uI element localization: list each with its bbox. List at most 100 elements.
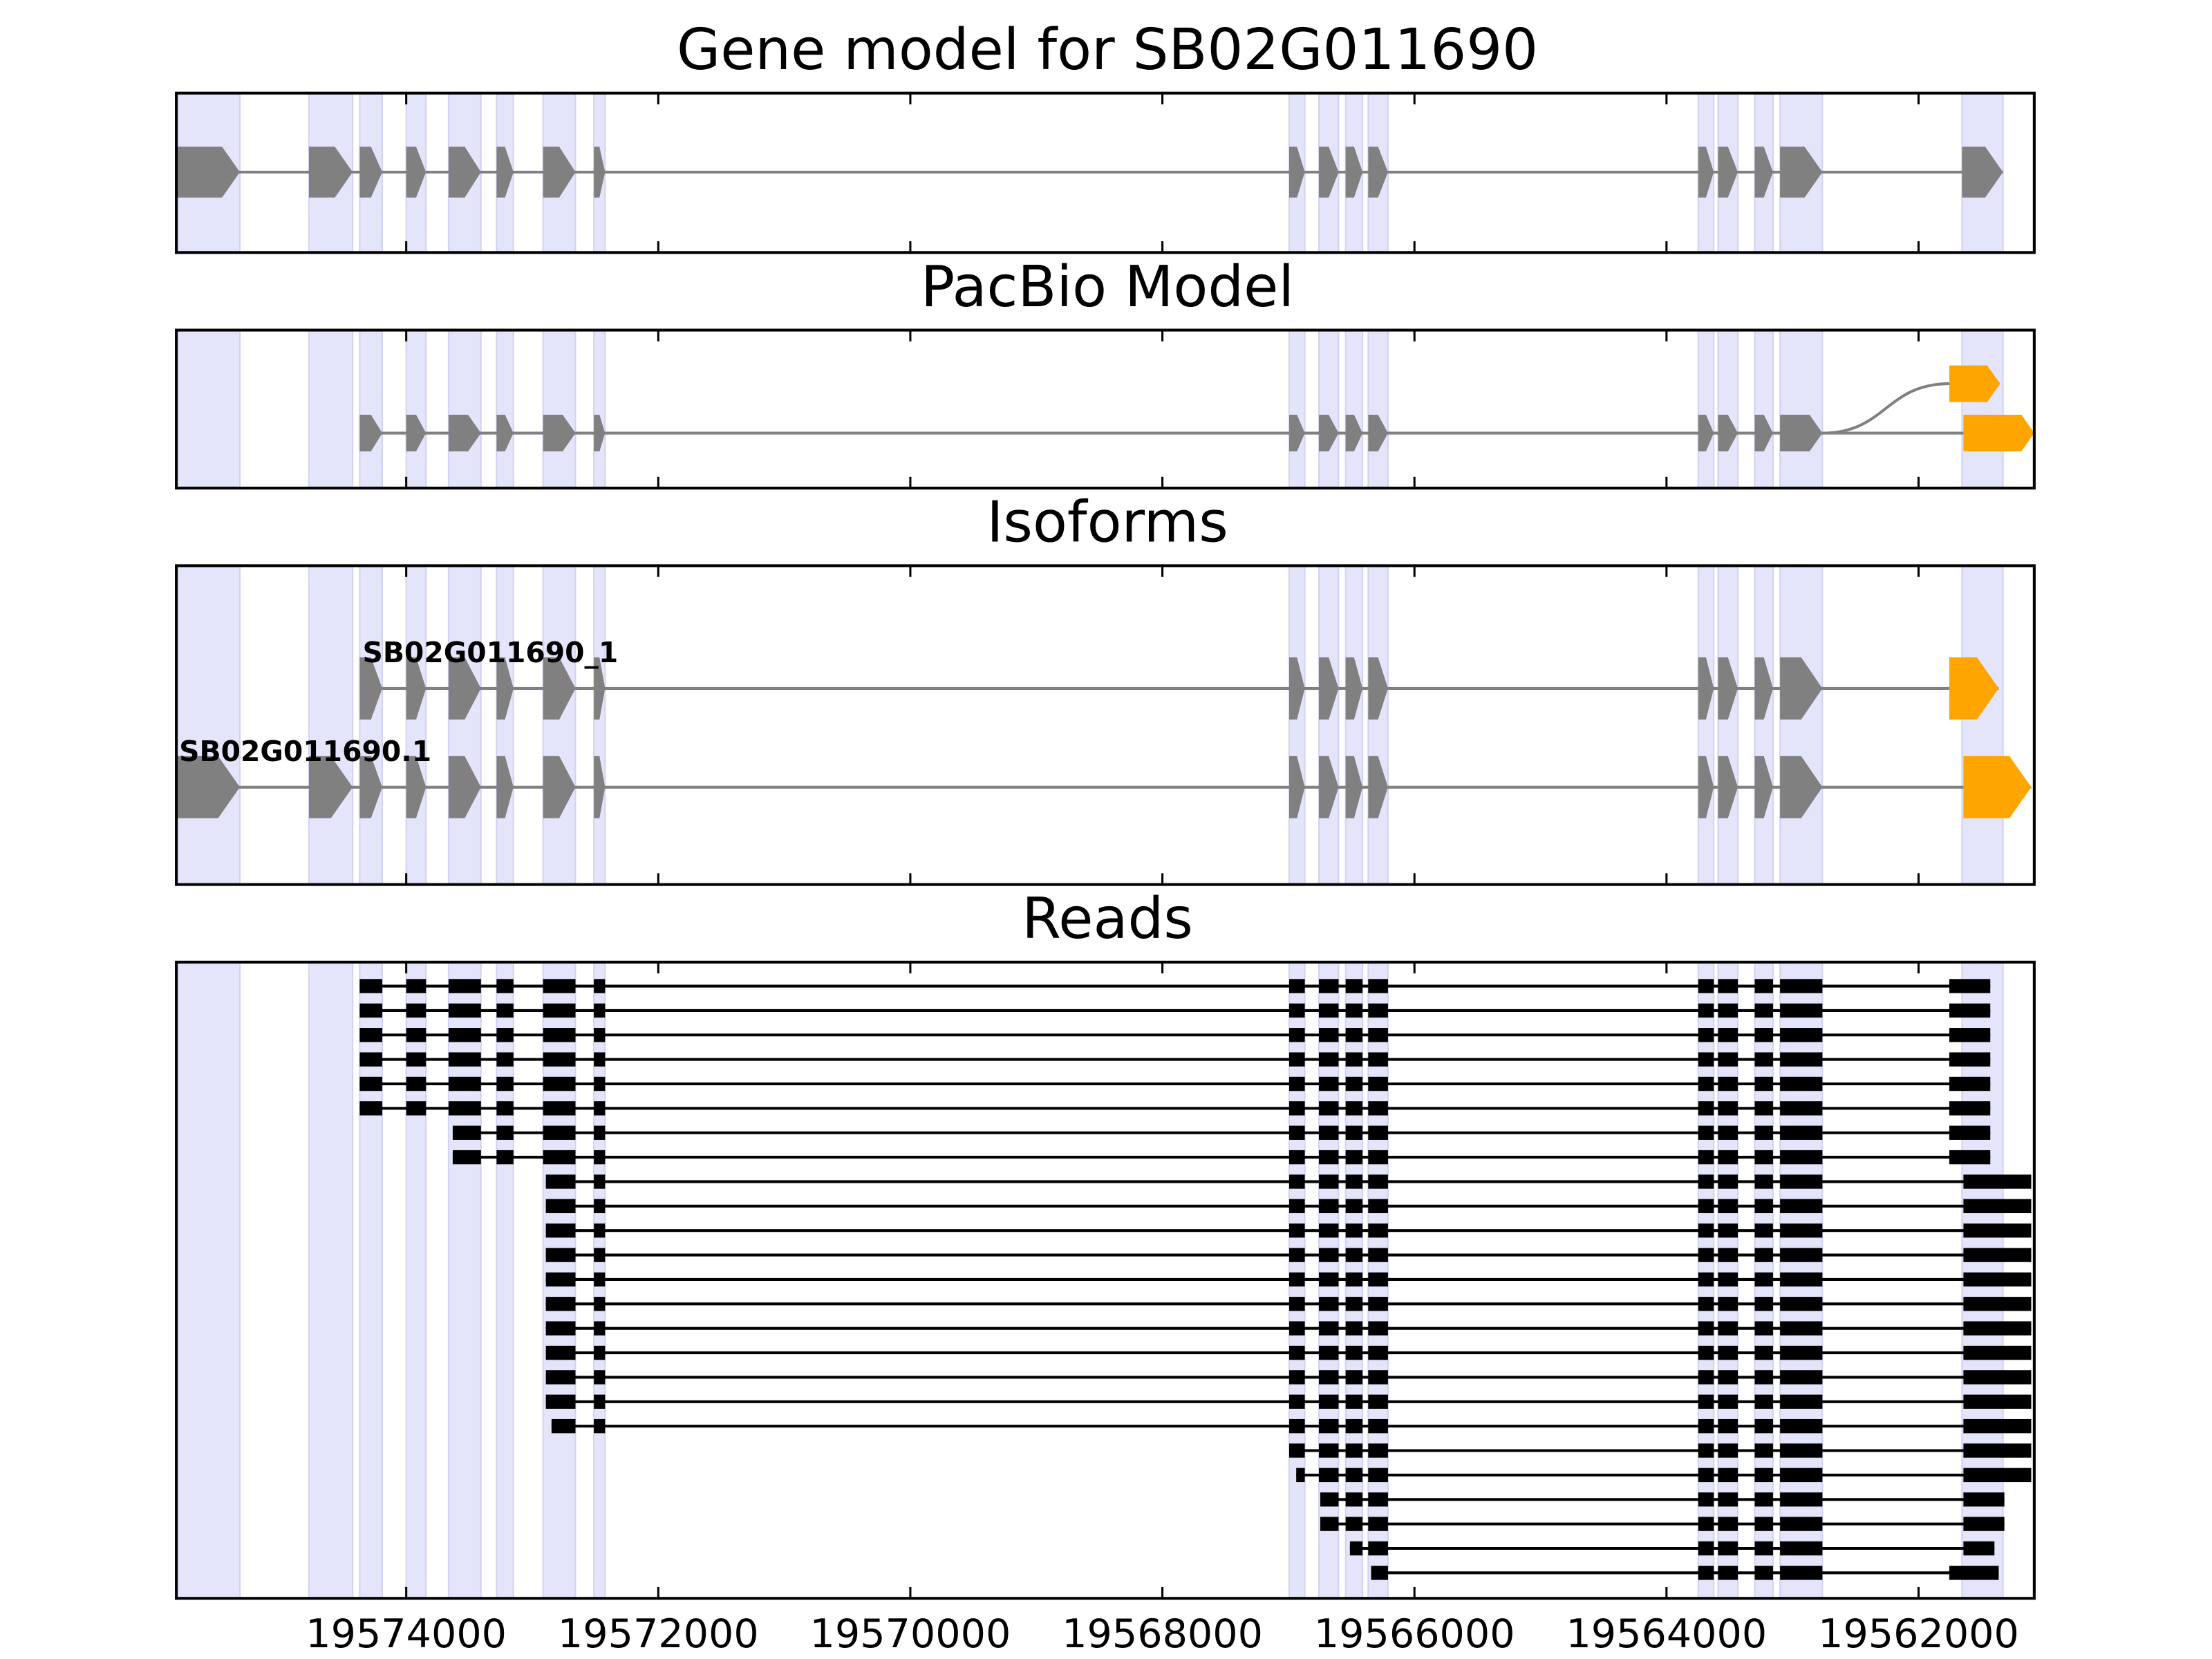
read-block — [1754, 1541, 1773, 1556]
read-block — [1780, 1028, 1823, 1042]
splice-curve — [1822, 382, 1949, 435]
read-block — [1698, 1517, 1714, 1531]
read-block — [543, 979, 576, 993]
read-block — [1949, 1052, 1991, 1067]
x-tick-label: 19572000 — [558, 1611, 759, 1657]
read-block — [1345, 1394, 1363, 1409]
exon — [1963, 756, 2032, 818]
read-block — [1718, 1517, 1738, 1531]
read-block — [1698, 1297, 1714, 1311]
exon — [406, 756, 427, 818]
exon — [359, 756, 383, 818]
read-block — [1320, 1492, 1339, 1507]
read-block — [1754, 1224, 1773, 1238]
panel-title: Reads — [1022, 886, 1193, 952]
read-block — [1718, 1321, 1738, 1335]
read-block — [496, 1003, 514, 1018]
read-block — [1368, 1248, 1388, 1262]
read-block — [1718, 1468, 1738, 1483]
read-block — [1345, 1150, 1363, 1165]
read-block — [1698, 1150, 1714, 1165]
read-block — [1345, 1345, 1363, 1360]
read-block — [594, 1028, 606, 1042]
read-block — [1345, 1224, 1363, 1238]
read-block — [1345, 1101, 1363, 1116]
read-block — [1949, 1566, 1999, 1580]
exon-shade — [1717, 565, 1739, 885]
read-block — [594, 1345, 606, 1360]
read-block — [1780, 1418, 1823, 1434]
exon-shade — [496, 961, 514, 1600]
exon — [1963, 415, 2034, 452]
read-block — [1698, 1394, 1714, 1409]
exon — [496, 415, 514, 452]
read-block — [1319, 1297, 1339, 1311]
exon — [1754, 147, 1773, 198]
read-block — [1368, 1125, 1388, 1140]
read-block — [1288, 1321, 1305, 1335]
read-block — [1780, 1321, 1823, 1335]
read-block — [1288, 1418, 1305, 1434]
read-block — [594, 1101, 606, 1116]
read-block — [1368, 1224, 1388, 1238]
read-block — [406, 1028, 427, 1042]
read-block — [1288, 1052, 1305, 1067]
read-block — [1368, 1394, 1388, 1409]
read-block — [448, 1101, 481, 1116]
exon — [1698, 756, 1714, 818]
read-block — [594, 1297, 606, 1311]
read-block — [1288, 1248, 1305, 1262]
read-block — [1963, 1199, 2032, 1214]
read-block — [1754, 1174, 1773, 1189]
exon-shade — [1754, 329, 1774, 489]
exon-shade — [308, 565, 354, 885]
read-block — [594, 1248, 606, 1262]
read-block — [543, 1052, 576, 1067]
exon-shade — [308, 961, 354, 1600]
read-block — [1288, 1443, 1305, 1458]
read-block — [1754, 1492, 1773, 1507]
exon — [1368, 657, 1388, 720]
read-block — [1754, 1199, 1773, 1214]
exon — [1319, 756, 1339, 818]
read-block — [1963, 1394, 2032, 1409]
read-block — [1718, 1003, 1738, 1018]
read-block — [1754, 1321, 1773, 1335]
read-block — [1698, 1541, 1714, 1556]
read-block — [1780, 979, 1823, 993]
exon — [1319, 657, 1339, 720]
read-block — [1345, 1028, 1363, 1042]
read-block — [1780, 1224, 1823, 1238]
read-block — [1288, 1370, 1305, 1385]
exon — [543, 415, 576, 452]
read-block — [1780, 1443, 1823, 1458]
read-block — [1319, 1101, 1339, 1116]
read-block — [1319, 1418, 1339, 1434]
read-block — [1698, 1345, 1714, 1360]
exon-shade — [1717, 329, 1739, 489]
read-block — [1963, 1443, 2032, 1458]
exon — [359, 147, 383, 198]
read-block — [1963, 1272, 2032, 1287]
read-block — [1754, 1052, 1773, 1067]
read-block — [1288, 1297, 1305, 1311]
exon-shade — [176, 329, 241, 489]
exon-shade — [1318, 565, 1340, 885]
read-block — [1963, 1541, 1995, 1556]
exon — [1368, 147, 1388, 198]
exon-shade — [176, 565, 241, 885]
exon — [1319, 147, 1339, 198]
read-block — [1718, 1370, 1738, 1385]
exon-shade — [1961, 329, 2004, 489]
isoform-label: SB02G011690_1 — [362, 636, 618, 669]
read-block — [1754, 1003, 1773, 1018]
exon-shade — [1779, 565, 1824, 885]
read-block — [1718, 1272, 1738, 1287]
read-block — [448, 1028, 481, 1042]
read-block — [594, 1199, 606, 1214]
read-block — [1368, 1321, 1388, 1335]
read-block — [448, 1076, 481, 1091]
read-block — [594, 1418, 606, 1434]
read-block — [1754, 1566, 1773, 1580]
read-block — [1718, 1394, 1738, 1409]
